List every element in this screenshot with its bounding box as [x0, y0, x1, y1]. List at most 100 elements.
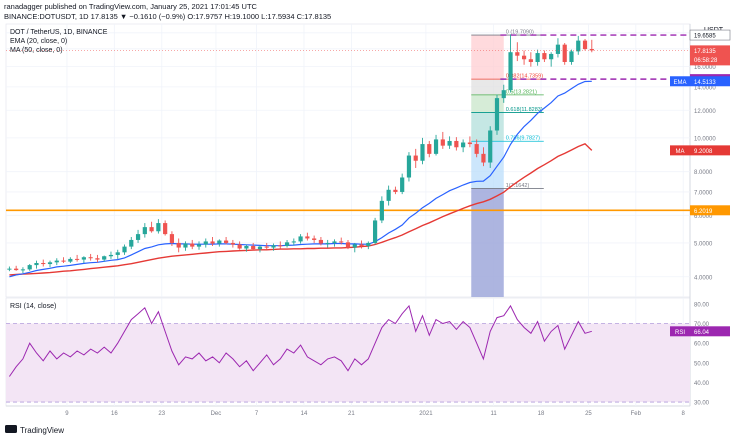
- candle-body: [298, 236, 303, 242]
- candle: [535, 49, 540, 66]
- candle-body: [481, 153, 486, 163]
- candle-body: [352, 244, 357, 248]
- candle-body: [108, 254, 114, 257]
- rsi-prefix-box: [670, 326, 690, 337]
- candle: [149, 221, 154, 233]
- candle: [210, 236, 215, 247]
- candle-body: [244, 246, 249, 249]
- ema-tag-prefix-box: [670, 76, 690, 87]
- candle: [549, 52, 554, 67]
- candle-body: [339, 241, 344, 243]
- countdown-text: 06:58:28: [694, 58, 718, 64]
- candle: [169, 231, 175, 247]
- candle-body: [230, 242, 235, 245]
- ohlc-line: BINANCE:DOTUSDT, 1D 17.8135 ▼ −0.1610 (−…: [4, 12, 331, 21]
- candle: [251, 242, 256, 251]
- candle-body: [20, 269, 26, 271]
- fib-level-label: 0.5(13.2821): [506, 89, 537, 95]
- chart-title: DOT / TetherUS, 1D, BINANCE: [10, 29, 108, 36]
- price-tick-label: 6.0000: [694, 214, 713, 220]
- candle-body: [54, 260, 59, 263]
- price-pane: [5, 23, 691, 298]
- candle-body: [433, 139, 439, 154]
- candle: [223, 236, 229, 245]
- candle-body: [467, 142, 473, 145]
- candle-body: [312, 238, 317, 240]
- candle: [474, 139, 479, 158]
- tradingview-logo: TradingView: [5, 425, 64, 435]
- price-tick-label: 4.0000: [694, 275, 713, 281]
- candle-body: [142, 227, 147, 235]
- ema-tag-text: 14.5133: [694, 80, 716, 86]
- ma-tag: MA 9.2008: [670, 145, 730, 156]
- candle: [406, 152, 412, 182]
- candle-body: [427, 144, 432, 154]
- candle-body: [47, 262, 53, 265]
- candle-body: [264, 246, 269, 248]
- ema-tag-prefix: EMA: [673, 80, 686, 86]
- fib-zone: [471, 35, 504, 80]
- rsi-tick-label: 60.00: [694, 342, 710, 348]
- candle-body: [237, 244, 242, 249]
- rsi-value-box: [690, 326, 730, 337]
- rsi-tick-label: 40.00: [694, 381, 710, 387]
- candle: [386, 185, 391, 206]
- candle: [488, 126, 493, 168]
- candle-body: [27, 265, 32, 270]
- candle: [312, 235, 317, 243]
- candle-body: [14, 268, 19, 271]
- candle: [345, 239, 351, 250]
- candle-body: [359, 244, 364, 247]
- candle-body: [291, 241, 296, 243]
- candle-body: [210, 241, 215, 244]
- candle: [318, 236, 324, 246]
- candle: [481, 147, 486, 167]
- candle-body: [488, 130, 493, 163]
- candle-body: [542, 53, 547, 60]
- candle: [41, 259, 46, 267]
- candle: [515, 42, 520, 62]
- candle-body: [278, 245, 283, 247]
- candle-body: [413, 155, 418, 161]
- rsi-tick-label: 50.00: [694, 361, 710, 367]
- price-tick-label: 16.0000: [694, 65, 716, 71]
- publisher-line: ranadagger published on TradingView.com,…: [4, 2, 258, 11]
- time-tick-label: Dec: [211, 411, 222, 417]
- candle: [508, 34, 513, 93]
- candle: [305, 232, 310, 241]
- candle-body: [61, 260, 66, 262]
- candle-body: [135, 234, 141, 240]
- ema-tag: EMA 14.5133: [670, 76, 730, 87]
- rsi-legend: RSI (14, close): [10, 303, 56, 310]
- candle-body: [102, 256, 107, 260]
- candle: [47, 260, 53, 268]
- candle-body: [183, 243, 188, 248]
- price-tick-label: 7.0000: [694, 190, 713, 196]
- candle: [461, 139, 466, 153]
- candle-body: [223, 240, 229, 243]
- horizontal-lines[interactable]: [6, 34, 690, 212]
- rsi-line: [8, 304, 592, 377]
- candle: [284, 239, 290, 248]
- time-tick-label: 18: [538, 411, 545, 417]
- price-tick-label: 12.0000: [694, 109, 716, 115]
- candle: [217, 239, 222, 247]
- candle-body: [332, 241, 337, 243]
- candle-body: [576, 40, 581, 52]
- candle: [467, 136, 473, 148]
- candle-body: [75, 258, 80, 260]
- candle-body: [372, 220, 378, 243]
- candle: [244, 244, 249, 252]
- candle: [68, 257, 73, 264]
- time-tick-label: 21: [348, 411, 355, 417]
- candle-body: [508, 52, 513, 91]
- candle-body: [555, 44, 561, 54]
- candle: [14, 265, 19, 271]
- candle: [393, 186, 398, 195]
- ema-tag-box: [690, 76, 730, 87]
- candle-body: [521, 55, 527, 60]
- candle-body: [345, 242, 351, 248]
- candle: [562, 43, 567, 65]
- fib-level-label: 0.382(14.7359): [506, 74, 543, 80]
